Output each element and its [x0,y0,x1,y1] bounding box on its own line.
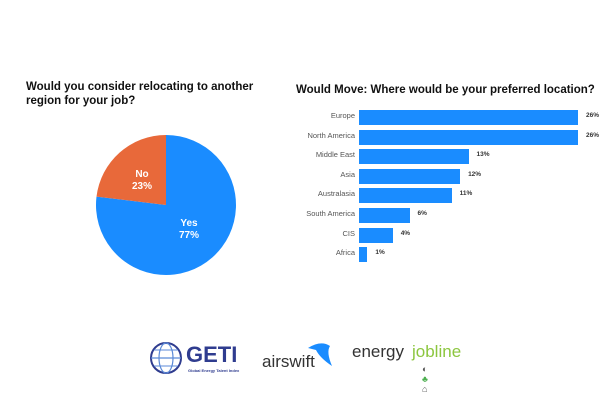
bar-value: 12% [468,170,482,178]
bar-row: Europe 26% [280,110,600,125]
bar-value: 4% [400,229,411,237]
bar-chart-title: Would Move: Where would be your preferre… [296,84,595,96]
bar [359,227,393,243]
pie-chart-title: Would you consider relocating to another… [26,81,254,107]
bar [359,188,452,204]
pie-slice-no [96,135,166,205]
bar-row: Asia 12% [280,168,600,184]
bar [359,110,578,125]
airswift-text: airswift [262,352,315,371]
bar-label: South America [306,209,355,218]
relocation-pie-chart: No 23% Yes 77% [95,135,236,275]
pie-yes-pct: 77% [179,230,199,241]
energy-icons: ◐ ♣ ⌂ [422,364,428,394]
geti-subtitle: Global Energy Talent Index [188,368,240,373]
bar [359,149,469,165]
bar [359,129,578,145]
bar-value: 6% [417,210,427,217]
bar-row: Middle East 13% [280,149,600,165]
bar-value: 1% [375,249,385,257]
bar-label: Middle East [315,150,355,160]
bar-label: Australasia [317,189,355,199]
bar-value: 11% [459,190,473,198]
bar [359,208,410,223]
jobline-text: jobline [412,342,462,361]
bar-value: 26% [586,131,600,139]
bar-row: CIS 4% [280,227,600,243]
globe-icon [150,342,182,374]
bar [359,247,368,263]
bar [359,168,461,184]
bar-value: 13% [476,151,490,159]
energy-text: energy [352,342,404,361]
bar-label: North America [307,130,355,140]
bar-row: Africa 1% [280,247,600,263]
pie-slice-yes [95,135,236,275]
pie-yes-label: Yes [180,218,198,229]
swift-bird-icon [308,343,332,366]
bar-label: Africa [335,248,355,258]
bar-label: Asia [340,169,355,179]
bar-value: 26% [586,112,600,119]
geti-text: GETI [186,342,238,367]
pie-no-label: No [135,169,148,180]
pie-no-pct: 23% [132,181,152,192]
bar-row: Australasia 11% [280,188,600,204]
bar-label: CIS [342,228,355,238]
bar-label: Europe [330,111,355,120]
bar-row: North America 26% [280,129,600,145]
bar-row: South America 6% [280,208,600,223]
